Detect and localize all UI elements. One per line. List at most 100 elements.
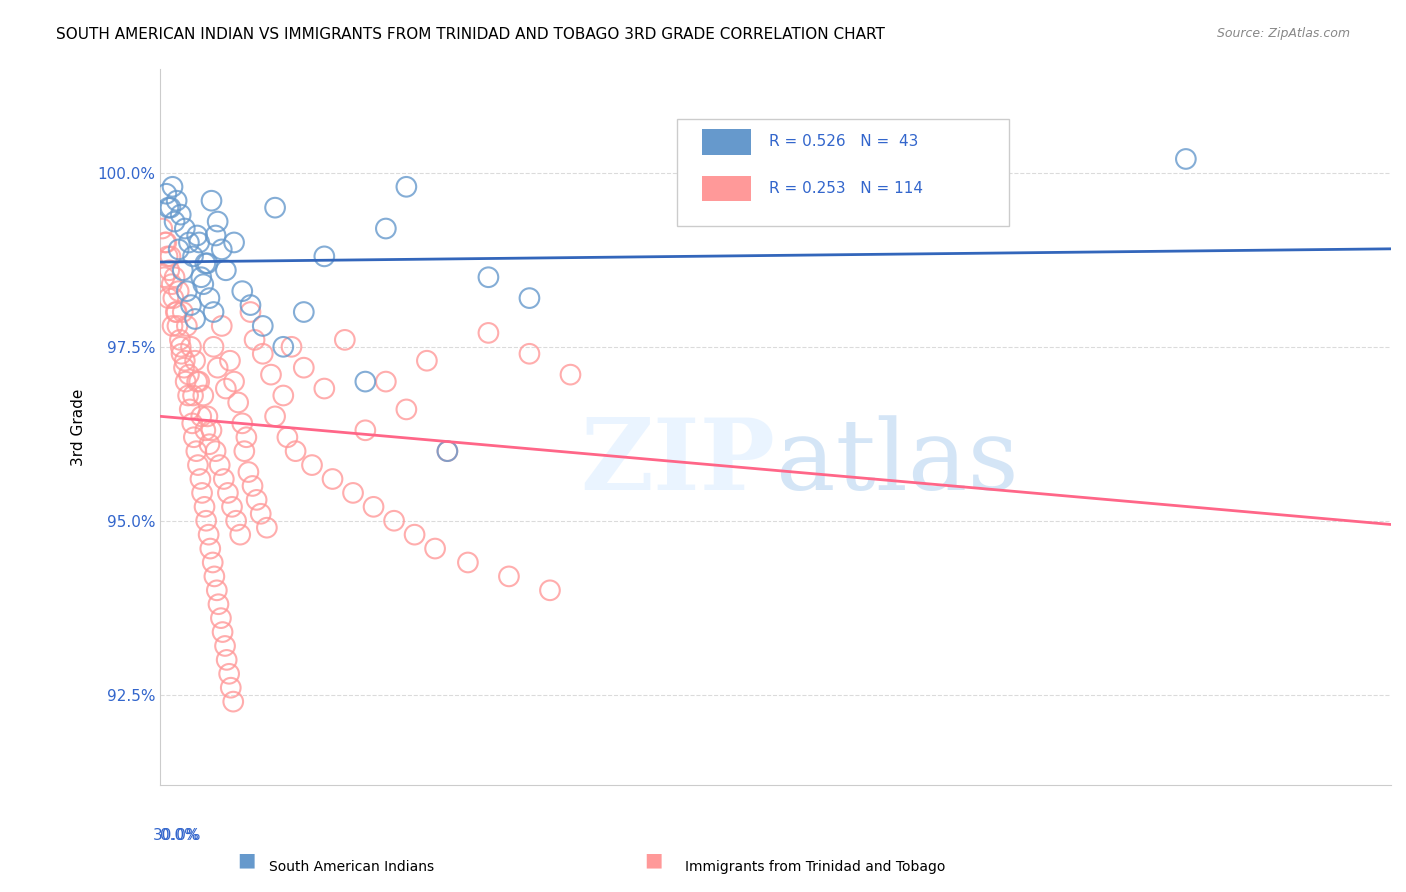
Text: ■: ■ (644, 851, 664, 870)
Point (162, 291, 184, 305)
Point (200, 194, 222, 208)
Point (155, 186, 177, 201)
Point (271, 340, 294, 354)
Point (172, 305, 194, 319)
Point (153, 270, 176, 285)
Point (190, 472, 212, 486)
Point (314, 382, 336, 396)
Point (202, 340, 225, 354)
Point (498, 569, 520, 583)
Text: R = 0.526   N =  43: R = 0.526 N = 43 (769, 134, 920, 149)
Point (229, 527, 252, 541)
Point (194, 423, 217, 437)
Point (194, 256, 217, 270)
Point (519, 347, 541, 361)
Point (173, 221, 195, 235)
Point (198, 437, 221, 451)
Point (150, 221, 173, 235)
Point (197, 527, 219, 541)
Point (176, 318, 198, 333)
Point (157, 201, 180, 215)
Point (242, 479, 264, 493)
Point (197, 409, 219, 424)
Point (172, 263, 194, 277)
FancyBboxPatch shape (702, 129, 751, 154)
Point (354, 423, 377, 437)
Point (249, 507, 271, 521)
Point (193, 388, 215, 402)
Point (170, 340, 193, 354)
Point (212, 472, 235, 486)
Point (177, 235, 200, 250)
Point (219, 353, 242, 368)
Point (160, 277, 183, 292)
Point (436, 444, 458, 458)
Point (165, 305, 187, 319)
Point (292, 360, 315, 375)
Point (153, 235, 176, 250)
Point (209, 611, 232, 625)
Point (155, 235, 177, 250)
Point (252, 318, 274, 333)
FancyBboxPatch shape (702, 176, 751, 201)
Point (180, 298, 202, 312)
Point (170, 208, 193, 222)
Point (322, 472, 344, 486)
Point (200, 423, 222, 437)
Point (195, 514, 218, 528)
Point (395, 402, 418, 417)
Point (395, 179, 418, 194)
Point (202, 305, 225, 319)
Text: 30.0%: 30.0% (153, 828, 201, 843)
Point (238, 465, 260, 479)
Point (342, 486, 364, 500)
Point (301, 458, 323, 472)
Point (276, 430, 298, 444)
Text: SOUTH AMERICAN INDIAN VS IMMIGRANTS FROM TRINIDAD AND TOBAGO 3RD GRADE CORRELATI: SOUTH AMERICAN INDIAN VS IMMIGRANTS FROM… (56, 27, 886, 42)
Point (200, 541, 222, 556)
Point (163, 270, 186, 285)
Point (404, 527, 426, 541)
Point (159, 249, 181, 263)
Text: South American Indians: South American Indians (269, 860, 434, 874)
Point (186, 444, 208, 458)
Point (226, 395, 249, 409)
Point (436, 444, 458, 458)
Point (204, 228, 226, 243)
Point (219, 681, 242, 695)
Y-axis label: 3rd Grade: 3rd Grade (72, 388, 86, 466)
Point (205, 583, 228, 598)
Point (292, 305, 315, 319)
Point (202, 569, 225, 583)
Point (207, 214, 229, 228)
Point (519, 291, 541, 305)
Point (179, 402, 201, 417)
Text: Immigrants from Trinidad and Tobago: Immigrants from Trinidad and Tobago (685, 860, 946, 874)
Point (222, 695, 245, 709)
Point (280, 340, 302, 354)
Point (174, 375, 197, 389)
Point (221, 500, 243, 514)
Point (188, 375, 211, 389)
Point (215, 653, 238, 667)
Point (374, 221, 396, 235)
Point (423, 541, 446, 556)
Point (157, 291, 180, 305)
Point (204, 444, 226, 458)
Point (190, 270, 212, 285)
Point (215, 263, 238, 277)
Point (374, 375, 396, 389)
Point (180, 340, 202, 354)
Point (225, 514, 247, 528)
Point (477, 270, 499, 285)
Point (173, 360, 195, 375)
Point (264, 201, 287, 215)
Point (184, 312, 207, 326)
Text: R = 0.253   N = 114: R = 0.253 N = 114 (769, 181, 924, 196)
Point (159, 201, 181, 215)
Text: 0.0%: 0.0% (160, 828, 200, 843)
Point (162, 318, 184, 333)
Point (166, 318, 188, 333)
Point (162, 179, 184, 194)
Point (190, 409, 212, 424)
